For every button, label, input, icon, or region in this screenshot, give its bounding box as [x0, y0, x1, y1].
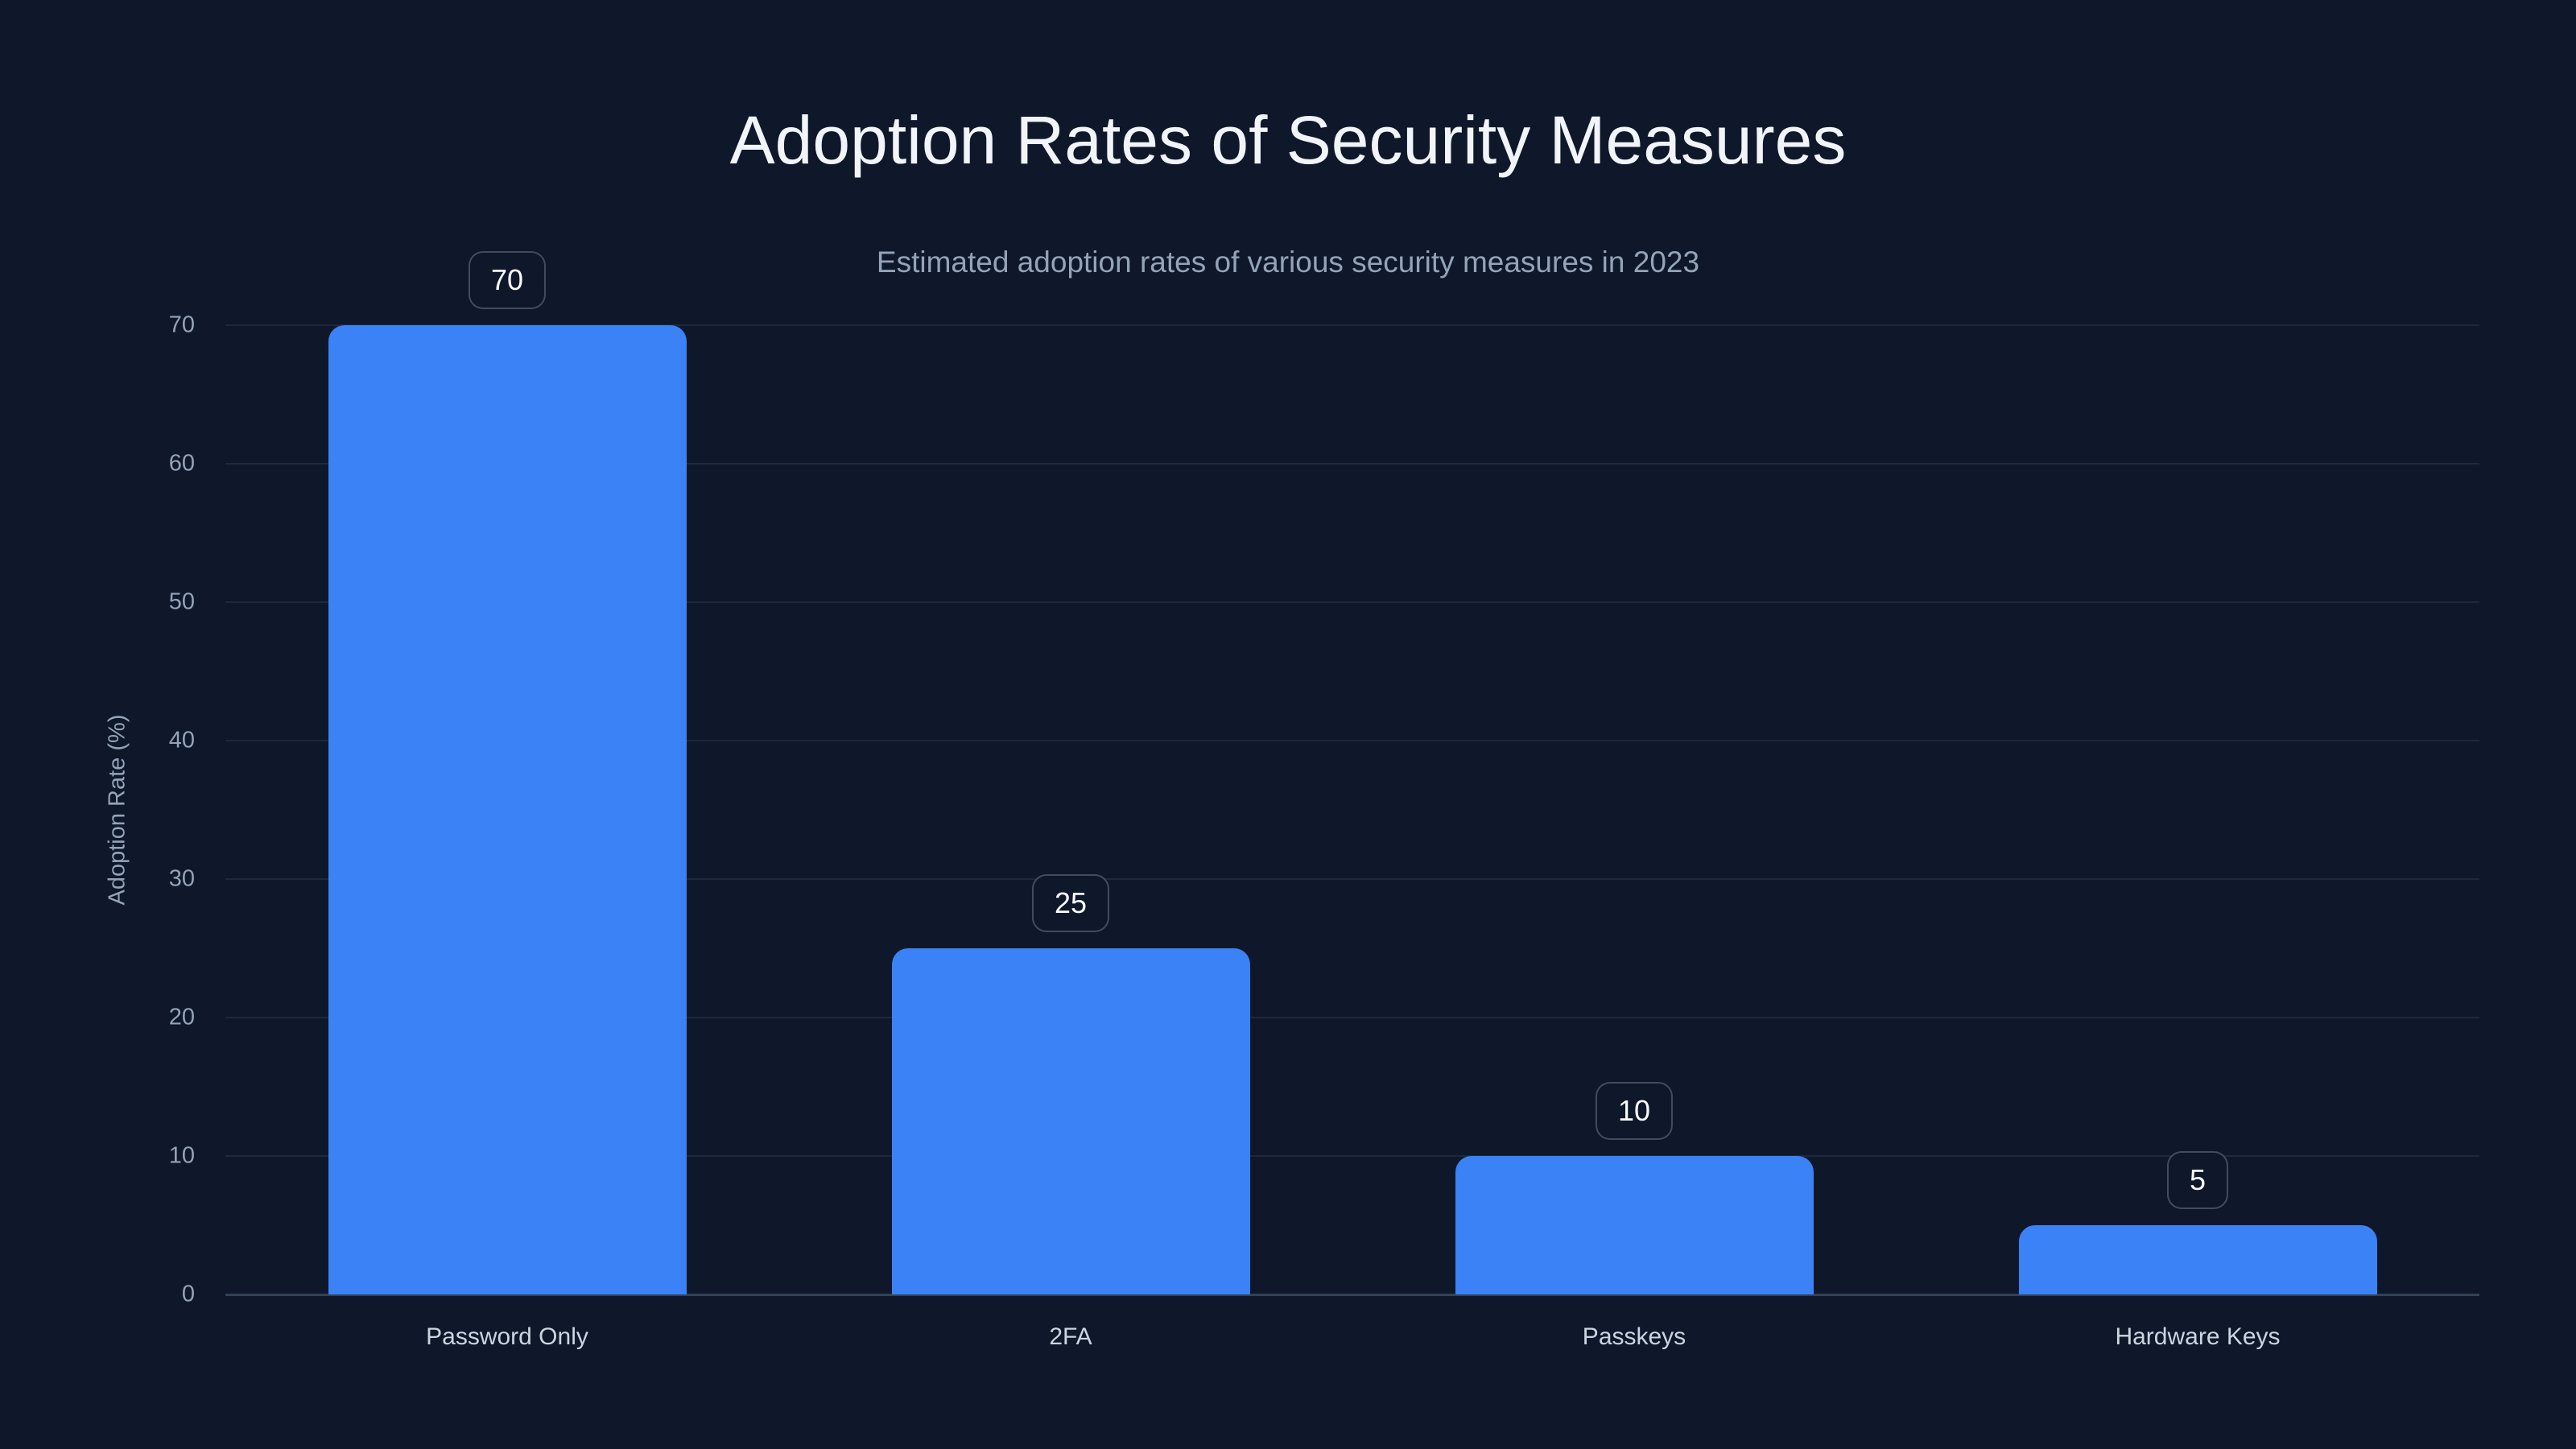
bar-2fa[interactable]: [891, 948, 1250, 1294]
gridline: [225, 740, 2479, 741]
x-category-label: Password Only: [426, 1323, 588, 1350]
y-tick-label: 10: [168, 1142, 195, 1169]
x-category-label: Hardware Keys: [2115, 1323, 2281, 1350]
value-badge: 5: [2166, 1151, 2229, 1209]
x-axis-line: [225, 1294, 2479, 1296]
gridline: [225, 463, 2479, 464]
y-tick-label: 40: [168, 727, 195, 753]
gridline: [225, 1155, 2479, 1157]
y-tick-label: 70: [168, 312, 195, 338]
gridline: [225, 1017, 2479, 1018]
bar-password-only[interactable]: [328, 325, 687, 1294]
y-tick-label: 30: [168, 865, 195, 892]
chart-subtitle: Estimated adoption rates of various secu…: [876, 246, 1700, 279]
x-category-label: Passkeys: [1582, 1323, 1686, 1350]
value-badge: 10: [1595, 1082, 1674, 1140]
y-tick-label: 0: [181, 1281, 195, 1307]
gridline: [225, 601, 2479, 603]
bar-hardware-keys[interactable]: [2018, 1225, 2377, 1294]
y-tick-label: 60: [168, 450, 195, 477]
value-badge: 25: [1031, 874, 1110, 932]
x-category-label: 2FA: [1049, 1323, 1092, 1350]
chart-title: Adoption Rates of Security Measures: [729, 102, 1847, 178]
y-tick-label: 20: [168, 1004, 195, 1030]
y-tick-label: 50: [168, 588, 195, 615]
gridline: [225, 878, 2479, 880]
bar-passkeys[interactable]: [1455, 1156, 1814, 1294]
value-badge: 70: [468, 251, 547, 309]
gridline: [225, 324, 2479, 326]
